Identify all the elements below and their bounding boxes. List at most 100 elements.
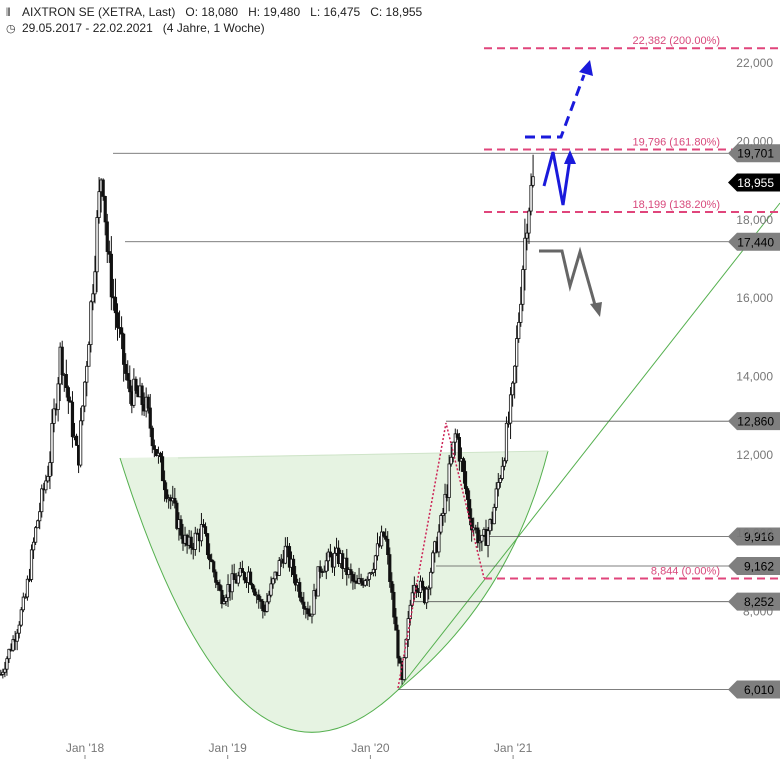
level-lines [113, 47, 780, 690]
y-tick-label: 16,000 [736, 291, 773, 305]
candle-body [11, 639, 15, 651]
level-badge-label: 19,701 [737, 147, 774, 161]
candle-body [504, 422, 509, 462]
candle-body [373, 555, 378, 570]
candle-body [506, 422, 511, 425]
candle-body [15, 632, 19, 642]
candle-body [443, 493, 447, 514]
candle-body [222, 601, 226, 605]
candle-body [89, 301, 93, 345]
candle-body [91, 293, 95, 303]
candle-body [398, 657, 402, 664]
candle-body [429, 571, 433, 589]
candle-body [218, 584, 222, 591]
candle-body [287, 546, 292, 568]
candle-body [101, 179, 105, 197]
candle-body [189, 536, 193, 549]
candle-body [257, 594, 261, 600]
level-badge-label: 8,252 [744, 595, 774, 609]
candle-body [124, 364, 128, 374]
candle-body [140, 385, 144, 405]
candle-body [205, 533, 210, 556]
y-tick-label: 18,000 [736, 213, 773, 227]
candle-body [324, 560, 328, 572]
candle-body [3, 668, 7, 673]
candle-body [203, 526, 208, 534]
candle-body [461, 458, 466, 472]
candle-body [132, 378, 136, 406]
level-badge-label: 6,010 [744, 683, 774, 697]
candle-body [402, 657, 406, 680]
candle-body [173, 497, 177, 504]
candle-body [50, 423, 54, 464]
candle-body [146, 396, 150, 409]
candle-body [5, 658, 9, 670]
candle-body [212, 561, 216, 573]
candle-body [463, 471, 468, 490]
candle-body [298, 582, 302, 598]
candle-body [271, 578, 275, 585]
date-range: 29.05.2017 - 22.02.2021 [22, 21, 153, 35]
level-badge-label: 9,162 [744, 560, 774, 574]
candle-body [427, 587, 431, 590]
candle-body [494, 488, 498, 508]
y-tick-label: 12,000 [736, 448, 773, 462]
candle-body [199, 524, 204, 542]
candle-body [165, 489, 169, 500]
candle-body [457, 437, 461, 462]
x-axis: Jan '18 Jan '19 Jan '20 Jan '21 [66, 741, 533, 759]
candle-body [517, 321, 521, 339]
x-tick-label: Jan '18 [66, 741, 105, 755]
candle-body [220, 589, 224, 605]
chart-period: ◷ 29.05.2017 - 22.02.2021 (4 Jahre, 1 Woch… [6, 21, 265, 35]
y-tick-label: 10,000 [736, 526, 773, 540]
level-badge-label: 12,860 [737, 415, 774, 429]
candle-body [105, 221, 109, 252]
candle-body [332, 552, 337, 568]
candle-body [216, 581, 220, 586]
y-tick-label: 14,000 [736, 370, 773, 384]
candle-body [521, 269, 525, 305]
level-badge [728, 144, 780, 163]
candle-body [439, 515, 443, 533]
candle-body [345, 557, 349, 576]
candle-body [52, 408, 56, 424]
candle-body [496, 482, 500, 490]
candle-body [425, 588, 429, 604]
candle-body [525, 232, 529, 239]
candle-body [56, 383, 60, 410]
candle-body [447, 463, 451, 498]
candle-body [134, 378, 138, 391]
candle-body [25, 578, 30, 598]
cup-pattern-outline [119, 450, 549, 733]
candle-body [126, 373, 130, 381]
bearish-projection-arrow [539, 246, 602, 317]
candle-body [179, 519, 183, 536]
candle-body [431, 552, 435, 573]
candle-body [277, 560, 281, 576]
candle-body [465, 488, 470, 500]
candle-body [523, 237, 527, 270]
candle-body [60, 346, 64, 376]
cup-pattern-area [120, 451, 548, 733]
candle-body [109, 253, 113, 298]
fib-label: 8,844 (0.00%) [651, 565, 720, 577]
candle-body [519, 303, 523, 323]
candle-body [527, 210, 531, 234]
candle-body [371, 568, 375, 574]
candle-body [19, 609, 23, 626]
candle-body [390, 581, 394, 593]
zigzag-pattern [397, 422, 485, 689]
candle-body [236, 575, 240, 584]
candle-body [478, 540, 482, 544]
candle-body [31, 541, 36, 551]
candles-icon: ⫴ [6, 7, 11, 19]
low-value: L: 16,475 [310, 5, 361, 19]
x-tick-label: Jan '19 [209, 741, 248, 755]
candle-body [529, 184, 533, 212]
candle-body [367, 572, 371, 580]
candle-body [201, 524, 206, 527]
fib-label: 18,199 (138.20%) [633, 199, 720, 211]
candle-body [48, 462, 52, 477]
